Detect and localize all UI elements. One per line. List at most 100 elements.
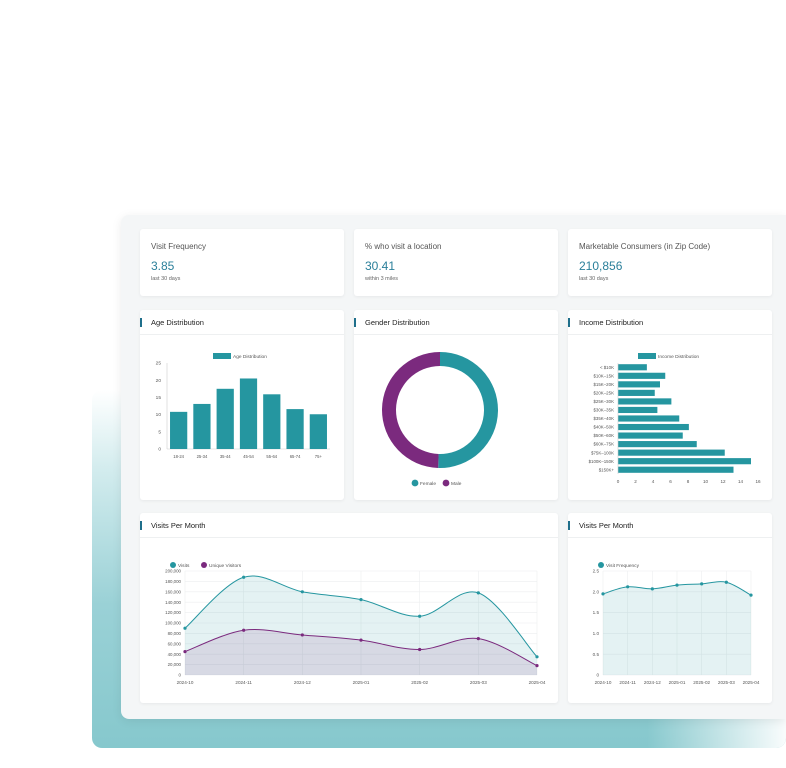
header-accent xyxy=(354,318,356,327)
legend-swatch xyxy=(170,562,176,568)
x-tick-label: 2025-03 xyxy=(470,680,487,685)
bar-income-12 xyxy=(618,466,734,473)
bar-25-34 xyxy=(193,403,211,449)
age-chart: Age Distribution 0 5 10 15 20 25 18-24 25-34 35-4… xyxy=(156,353,330,459)
card-title: Visits Per Month xyxy=(579,521,634,530)
header-accent xyxy=(568,318,570,327)
card-header: Income Distribution xyxy=(568,310,772,335)
x-tick-label: 2024-10 xyxy=(595,680,612,685)
x-tick-label: 16 xyxy=(755,479,761,484)
y-tick-label: $100K–150K xyxy=(589,459,614,464)
y-tick-label: $35K–40K xyxy=(593,416,614,421)
stat-subtext: last 30 days xyxy=(151,276,181,282)
bar-income-8 xyxy=(618,432,683,439)
x-tick-label: 2025-04 xyxy=(743,680,760,685)
y-tick-label: 20,000 xyxy=(168,662,182,667)
x-tick-label: 2024-12 xyxy=(644,680,661,685)
y-tick-label: $25K–30K xyxy=(593,399,614,404)
bar-income-6 xyxy=(618,415,680,422)
y-tick-label: $75K–100K xyxy=(591,450,614,455)
x-tick-label: 55-64 xyxy=(266,454,277,459)
bar-income-9 xyxy=(618,441,697,448)
y-tick-label: $40K–50K xyxy=(593,425,614,430)
x-tick-label: 8 xyxy=(687,479,690,484)
card-header: Age Distribution xyxy=(140,310,344,335)
data-point xyxy=(724,580,728,584)
y-tick-label: 2.5 xyxy=(593,569,600,574)
bar-income-10 xyxy=(618,449,725,456)
data-point xyxy=(242,575,246,579)
y-tick-label: 1.0 xyxy=(593,631,600,636)
stat-subtext: last 30 days xyxy=(579,276,609,282)
stat-card-marketable-consumers: Marketable Consumers (in Zip Code) 210,8… xyxy=(568,229,772,296)
card-gender-distribution: Gender Distribution Female Male xyxy=(354,310,558,500)
card-title: Gender Distribution xyxy=(365,318,430,327)
bar-income-3 xyxy=(618,389,655,396)
y-tick-label: 160,000 xyxy=(165,589,181,594)
card-age-distribution: Age Distribution Age Distribution 0 5 10 15 2… xyxy=(140,310,344,500)
x-tick-label: 2024-11 xyxy=(619,680,636,685)
area-fill-0 xyxy=(603,581,751,675)
x-tick-label: 2025-01 xyxy=(353,680,370,685)
stat-value: 30.41 xyxy=(365,259,396,273)
bar-income-11 xyxy=(618,458,751,465)
card-visits-per-month: Visits Per Month Visits Unique Visitors 0 2… xyxy=(140,513,558,703)
y-tick-label: 0.5 xyxy=(593,652,600,657)
stat-value: 210,856 xyxy=(579,259,623,273)
y-tick-label: 60,000 xyxy=(168,641,182,646)
legend-label: Visits xyxy=(178,563,190,569)
data-point xyxy=(300,633,304,637)
y-tick-label: 15 xyxy=(156,395,162,401)
legend-label: Income Distribution xyxy=(658,354,699,360)
data-point xyxy=(359,598,363,602)
y-tick-label: 1.5 xyxy=(593,610,600,615)
data-point xyxy=(418,647,422,652)
x-tick-label: 2024-10 xyxy=(177,680,194,685)
legend-swatch xyxy=(213,353,231,359)
header-accent xyxy=(568,521,570,530)
x-tick-label: 4 xyxy=(652,479,655,484)
y-tick-label: 20 xyxy=(156,378,162,384)
card-title: Age Distribution xyxy=(151,318,204,327)
card-header: Gender Distribution xyxy=(354,310,558,335)
x-tick-label: 6 xyxy=(669,479,672,484)
y-tick-label: 25 xyxy=(156,361,162,367)
card-visit-frequency-per-month: Visits Per Month Visit Frequency 0 0.5 1.0 1… xyxy=(568,513,772,703)
bar-45-54 xyxy=(239,378,258,449)
x-tick-label: 25-34 xyxy=(197,454,208,459)
bar-income-7 xyxy=(618,423,689,431)
y-tick-label: 120,000 xyxy=(165,610,181,615)
data-point xyxy=(700,582,704,586)
y-tick-label: $30K–35K xyxy=(593,408,614,413)
dashboard-panel: Visit Frequency 3.85 last 30 days % who … xyxy=(121,215,786,719)
data-point xyxy=(418,614,422,618)
stat-card-visit-frequency: Visit Frequency 3.85 last 30 days xyxy=(140,229,344,296)
y-tick-label: $150K+ xyxy=(599,467,615,472)
y-tick-label: < $10K xyxy=(600,365,614,370)
data-point xyxy=(749,593,753,597)
data-point xyxy=(300,590,304,594)
y-tick-label: 180,000 xyxy=(165,579,181,584)
card-header: Visits Per Month xyxy=(568,513,772,538)
legend-label: Female xyxy=(420,481,436,487)
header-accent xyxy=(140,318,142,327)
data-point xyxy=(535,655,539,659)
legend-label: Male xyxy=(451,481,462,487)
data-point xyxy=(359,638,363,642)
legend-swatch xyxy=(442,479,450,487)
x-tick-label: 10 xyxy=(703,479,709,484)
income-chart: Income Distribution < $10K $10K–15K $15K–20… xyxy=(589,353,761,484)
y-tick-label: $50K–60K xyxy=(593,433,614,438)
data-point xyxy=(601,592,605,596)
card-income-distribution: Income Distribution Income Distribution <… xyxy=(568,310,772,500)
bar-35-44 xyxy=(216,388,234,449)
y-tick-label: 200,000 xyxy=(165,569,181,574)
y-tick-label: 40,000 xyxy=(168,652,182,657)
data-point xyxy=(650,587,654,591)
x-tick-label: 2025-01 xyxy=(669,680,686,685)
x-tick-label: 75+ xyxy=(315,454,323,459)
y-tick-label: 80,000 xyxy=(168,631,182,636)
data-point xyxy=(242,628,246,632)
data-point xyxy=(626,585,630,589)
